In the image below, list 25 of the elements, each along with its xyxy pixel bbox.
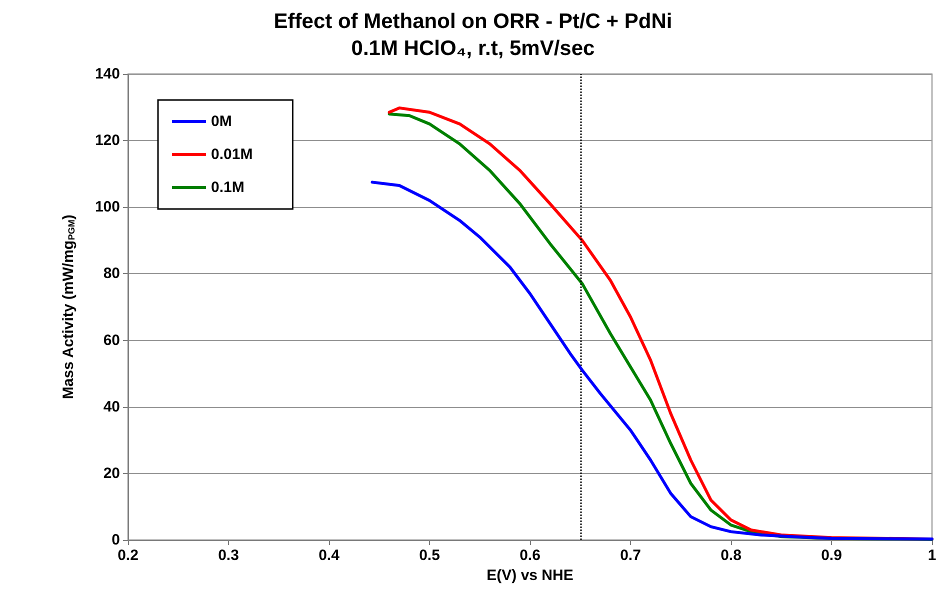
legend-label: 0.1M: [211, 179, 244, 196]
x-tick-label: 0.5: [419, 547, 440, 564]
y-tick-label: 40: [103, 398, 120, 416]
x-tick-label: 0.7: [620, 547, 641, 564]
y-tick-label: 140: [94, 66, 120, 82]
chart-subtitle: 0.1M HClO₄, r.t, 5mV/sec: [351, 37, 596, 60]
legend-label: 0M: [211, 113, 232, 130]
legend-label: 0.01M: [211, 146, 253, 163]
y-tick-label: 0: [112, 532, 120, 548]
x-tick-label: 0.9: [821, 547, 842, 564]
y-tick-label: 60: [103, 332, 120, 349]
y-tick-label: 20: [103, 464, 120, 482]
y-tick-label: 80: [103, 265, 120, 282]
y-tick-label: 100: [94, 198, 120, 216]
x-tick-label: 0.8: [720, 547, 742, 564]
line-series: [370, 180, 934, 540]
x-tick-label: 0.3: [218, 547, 239, 564]
x-tick-label: 1: [928, 547, 936, 564]
y-tick-label: 120: [94, 132, 120, 150]
x-tick-label: 0.4: [318, 547, 340, 564]
x-tick-label: 0.6: [520, 547, 540, 564]
chart-title: Effect of Methanol on ORR - Pt/C + PdNi: [274, 10, 672, 33]
y-axis-title: Mass Activity (mW/mgPGM): [60, 214, 77, 400]
x-tick-label: 0.2: [118, 547, 138, 564]
x-axis-title: E(V) vs NHE: [486, 567, 574, 584]
